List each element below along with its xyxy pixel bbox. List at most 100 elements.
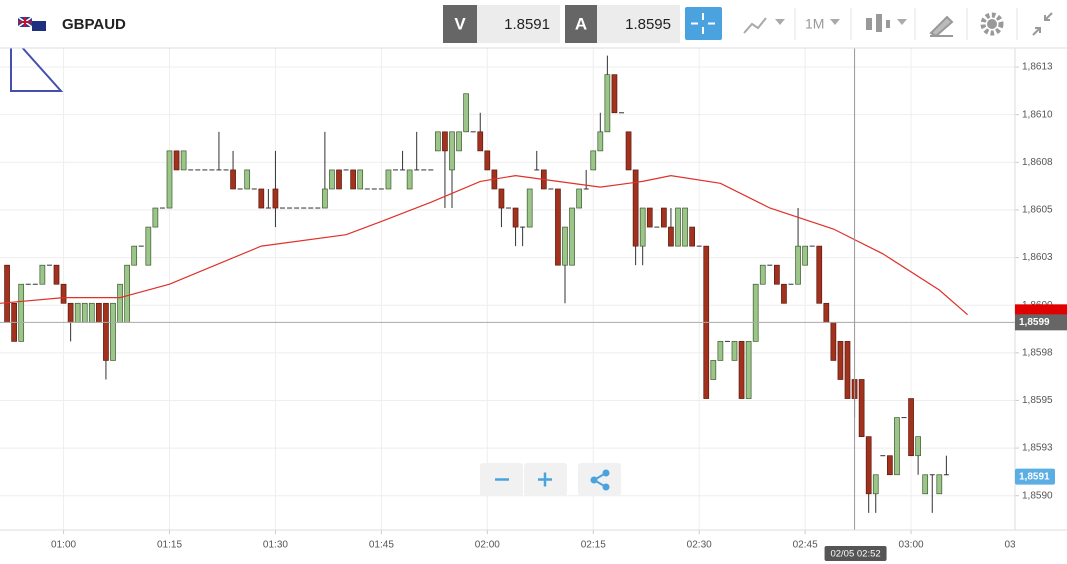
candle-body (689, 226, 695, 247)
candle-body (520, 226, 526, 228)
candle-body (562, 226, 568, 266)
bid-letter-box (443, 5, 477, 43)
candle-body (329, 169, 335, 190)
candle-body (53, 264, 60, 285)
candle-body (230, 169, 236, 190)
candle-body (378, 188, 384, 190)
candle-body (449, 131, 455, 171)
interval[interactable]: 1M (805, 16, 824, 32)
share-button[interactable] (578, 463, 621, 496)
collapse-icon[interactable] (1032, 12, 1053, 36)
candle-body (534, 169, 540, 171)
candle-body (710, 360, 717, 380)
y-tick-label: 1,8603 (1022, 252, 1053, 263)
ask-marker (1015, 304, 1067, 317)
moving-average (0, 174, 968, 316)
candle-body (512, 207, 519, 228)
candle-body (223, 169, 229, 171)
candle-body (237, 188, 243, 190)
candle-body (604, 74, 611, 133)
candle-body (548, 188, 554, 190)
share-icon (590, 476, 598, 484)
bid-price: 1.8591 (504, 16, 550, 33)
x-tick-label: 02:15 (581, 540, 606, 551)
candle-body (400, 169, 406, 171)
candle-body (138, 245, 144, 247)
candle-body (597, 131, 604, 152)
x-tick-label: 03:15 (1004, 540, 1029, 551)
flag (18, 17, 32, 27)
candle-body (96, 302, 102, 323)
candle-body (357, 169, 364, 190)
candle-body (110, 302, 116, 361)
candle-body (60, 283, 67, 304)
candle-body (145, 226, 152, 266)
crosshair-icon (691, 13, 715, 34)
y-tick-label: 1,8610 (1022, 109, 1053, 120)
candle-body (830, 321, 837, 361)
settings-icon[interactable] (980, 12, 1004, 36)
candle-body (463, 93, 469, 133)
triangle-tool[interactable] (10, 32, 64, 92)
y-tick-label: 1,8598 (1022, 347, 1053, 358)
candle-body (74, 302, 81, 323)
candle-body (428, 169, 434, 171)
candle-body (788, 283, 794, 285)
candle-body (745, 341, 752, 399)
y-tick-label: 1,8605 (1022, 205, 1053, 216)
x-tick-label: 03:00 (899, 540, 924, 551)
candle-body (393, 169, 398, 171)
candle-body (294, 207, 300, 209)
candle-body (244, 169, 251, 190)
candle-body (802, 245, 808, 266)
candle-body (675, 207, 681, 247)
candle-body (865, 436, 872, 495)
candle-body (435, 131, 441, 152)
candle-body (385, 169, 392, 190)
candle-body (767, 264, 773, 266)
ask-price: 1.8595 (625, 16, 671, 33)
candle-body (103, 302, 109, 361)
candle-body (315, 207, 321, 209)
y-tick-label: 1,8590 (1022, 490, 1053, 501)
candle-body (858, 379, 865, 437)
candle-body (823, 302, 830, 323)
candle-body (88, 302, 95, 323)
candle-body (46, 264, 52, 266)
draw-icon[interactable] (929, 15, 954, 38)
candle-icon[interactable] (866, 14, 890, 32)
candle-body (159, 207, 165, 209)
candle-body (67, 302, 74, 323)
plot-area (0, 48, 1015, 530)
y-tick-label: 1,8593 (1022, 443, 1053, 454)
flag (32, 21, 46, 31)
candle-body (880, 455, 886, 457)
candle-body (668, 226, 674, 247)
chart-type-icon[interactable] (743, 17, 767, 34)
ask-letter: A (575, 14, 587, 33)
candle-body (915, 436, 921, 457)
candle-body (639, 207, 646, 247)
last-price-box (1015, 314, 1067, 331)
candle-body (526, 188, 533, 228)
candle-body (188, 169, 194, 171)
candle-body (619, 112, 624, 114)
candle-body (717, 341, 724, 361)
crosshair-time-box (824, 546, 887, 561)
bid-price-label: 1,8591 (1019, 471, 1050, 482)
candle-body (816, 245, 823, 304)
candle-body (152, 207, 159, 228)
last-price-label: 1,8599 (1019, 317, 1050, 328)
candle-body (308, 207, 314, 209)
candle-body (25, 283, 31, 285)
candle-body (414, 169, 420, 171)
candle-body (632, 169, 639, 247)
candle-body (894, 417, 900, 476)
ask-letter-box (565, 5, 597, 43)
caret (775, 19, 785, 25)
y-tick-label: 1,8613 (1022, 62, 1053, 73)
crosshair-button[interactable] (685, 7, 722, 40)
x-tick-label: 01:00 (51, 540, 76, 551)
x-axis: 01:00 01:15 01:30 01:45 02:00 02:15 02:30 02:45… (51, 530, 1029, 551)
candle-body (336, 169, 342, 190)
